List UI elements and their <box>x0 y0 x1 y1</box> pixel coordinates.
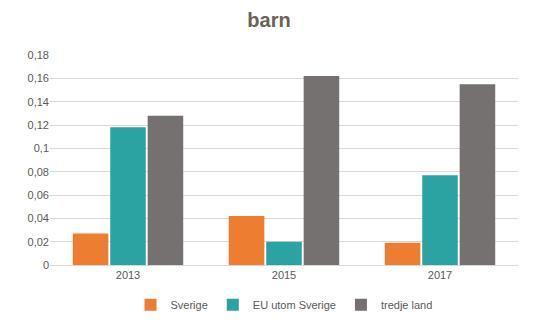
svg-text:0,14: 0,14 <box>28 96 49 108</box>
svg-text:2013: 2013 <box>116 269 140 281</box>
svg-text:0,16: 0,16 <box>28 72 49 84</box>
svg-text:0: 0 <box>43 259 49 271</box>
svg-text:0,18: 0,18 <box>28 49 49 61</box>
svg-text:0,04: 0,04 <box>28 212 49 224</box>
svg-text:0,06: 0,06 <box>28 189 49 201</box>
svg-text:EU utom Sverige: EU utom Sverige <box>253 299 336 311</box>
svg-text:barn: barn <box>247 9 290 31</box>
svg-text:0,1: 0,1 <box>34 142 49 154</box>
svg-text:0,08: 0,08 <box>28 166 49 178</box>
svg-text:2017: 2017 <box>428 269 452 281</box>
svg-text:0,02: 0,02 <box>28 236 49 248</box>
svg-text:2015: 2015 <box>272 269 296 281</box>
svg-text:0,12: 0,12 <box>28 119 49 131</box>
svg-text:Sverige: Sverige <box>171 299 208 311</box>
svg-text:tredje land: tredje land <box>381 299 432 311</box>
